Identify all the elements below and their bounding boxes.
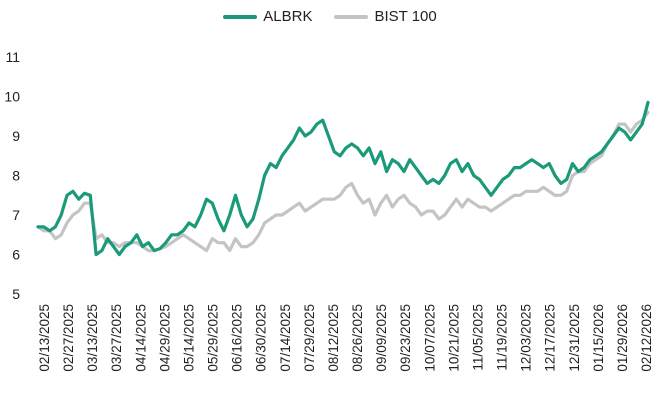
x-tick-label-6: 05/14/2025 xyxy=(182,304,197,372)
x-tick-label-16: 10/07/2025 xyxy=(422,304,437,372)
x-tick-label-23: 01/15/2026 xyxy=(591,304,606,372)
x-tick-label-10: 07/14/2025 xyxy=(278,304,293,372)
x-tick-label-2: 03/13/2025 xyxy=(85,304,100,372)
x-tick-label-19: 11/19/2025 xyxy=(495,304,510,371)
x-tick-label-5: 04/29/2025 xyxy=(157,304,172,372)
legend-label-bist100: BIST 100 xyxy=(374,8,437,25)
x-tick-label-17: 10/21/2025 xyxy=(446,304,461,372)
y-tick-label-6: 11 xyxy=(5,49,20,65)
series-layer xyxy=(36,100,650,257)
y-tick-label-4: 9 xyxy=(12,128,20,144)
y-tick-label-1: 6 xyxy=(12,247,20,263)
legend-item-bist100: BIST 100 xyxy=(334,8,437,25)
legend-label-albrk: ALBRK xyxy=(263,8,313,25)
x-tick-label-25: 02/12/2026 xyxy=(639,304,654,372)
x-tick-label-24: 01/29/2026 xyxy=(615,304,630,372)
x-tick-label-20: 12/03/2025 xyxy=(519,304,534,372)
series-line-bist100 xyxy=(36,110,650,253)
x-tick-label-18: 11/05/2025 xyxy=(470,304,485,371)
x-tick-label-3: 03/27/2025 xyxy=(109,304,124,372)
x-tick-label-22: 12/31/2025 xyxy=(567,304,582,372)
legend-swatch-bist100 xyxy=(334,14,369,19)
legend-item-albrk: ALBRK xyxy=(223,8,312,25)
x-axis: 02/13/2025 02/27/2025 03/13/2025 03/27/2025… xyxy=(37,304,654,372)
x-tick-label-15: 09/23/2025 xyxy=(398,304,413,372)
x-tick-label-9: 06/30/2025 xyxy=(254,304,269,372)
x-tick-label-0: 02/13/2025 xyxy=(37,304,52,372)
y-axis: 5 6 7 8 9 10 11 xyxy=(4,49,20,302)
y-tick-label-0: 5 xyxy=(12,286,20,302)
x-tick-label-14: 09/09/2025 xyxy=(374,304,389,372)
x-tick-label-12: 08/12/2025 xyxy=(326,304,341,372)
x-tick-label-4: 04/14/2025 xyxy=(133,304,148,372)
x-tick-label-13: 08/26/2025 xyxy=(350,304,365,372)
y-tick-label-3: 8 xyxy=(12,168,20,184)
x-tick-label-8: 06/16/2025 xyxy=(230,304,245,372)
y-tick-label-2: 7 xyxy=(12,207,20,223)
x-tick-label-1: 02/27/2025 xyxy=(61,304,76,372)
legend-swatch-albrk xyxy=(223,14,258,19)
y-tick-label-5: 10 xyxy=(4,89,20,105)
series-line-albrk xyxy=(36,100,650,257)
x-tick-label-7: 05/29/2025 xyxy=(206,304,221,372)
legend: ALBRK BIST 100 xyxy=(0,8,660,25)
x-tick-label-21: 12/17/2025 xyxy=(543,304,558,372)
x-tick-label-11: 07/29/2025 xyxy=(302,304,317,372)
